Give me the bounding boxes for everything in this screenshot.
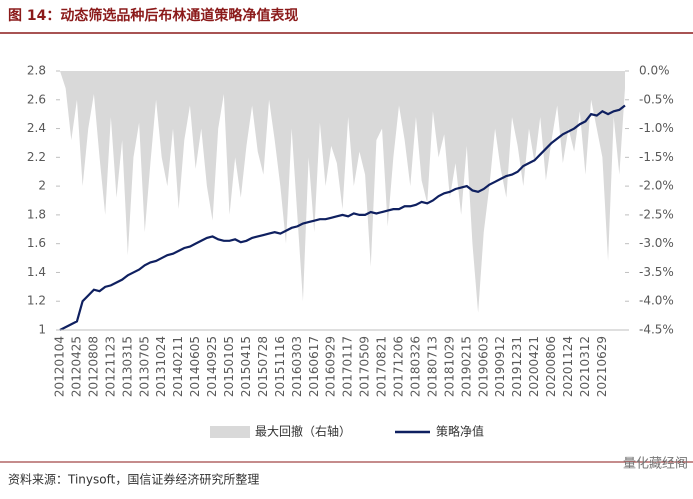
x-tick-label: 20150415 bbox=[239, 336, 253, 397]
x-tick-label: 20151116 bbox=[273, 336, 287, 397]
drawdown-area bbox=[60, 71, 625, 313]
source: 资料来源：Tinysoft，国信证券经济研究所整理 bbox=[8, 472, 259, 487]
x-tick-label: 20140211 bbox=[171, 336, 185, 397]
x-tick-label: 20190215 bbox=[459, 336, 473, 397]
x-tick-label: 20131024 bbox=[154, 336, 168, 397]
y-tick-label: 2.4 bbox=[27, 121, 46, 135]
x-tick-label: 20170117 bbox=[341, 336, 355, 397]
x-tick-label: 20120425 bbox=[69, 336, 83, 397]
legend-swatch bbox=[210, 426, 250, 438]
x-tick-label: 20160617 bbox=[307, 336, 321, 397]
y-tick-label: 2.8 bbox=[27, 64, 46, 78]
x-tick-label: 20210312 bbox=[578, 336, 592, 397]
y2-tick-label: -2.5% bbox=[639, 207, 674, 221]
x-tick-label: 20160929 bbox=[324, 336, 338, 397]
y2-tick-label: -4.0% bbox=[639, 294, 674, 308]
y-tick-label: 1 bbox=[38, 323, 46, 337]
x-tick-label: 20180713 bbox=[425, 336, 439, 397]
x-tick-label: 20120808 bbox=[86, 336, 100, 397]
y-tick-label: 1.8 bbox=[27, 207, 46, 221]
x-tick-label: 20181029 bbox=[442, 336, 456, 397]
x-tick-label: 20140605 bbox=[188, 336, 202, 397]
x-tick-label: 20121123 bbox=[103, 336, 117, 397]
nav-line bbox=[59, 104, 626, 331]
y-tick-label: 2 bbox=[38, 179, 46, 193]
y2-tick-label: 0.0% bbox=[639, 64, 670, 78]
x-tick-label: 20170821 bbox=[375, 336, 389, 397]
y2-tick-label: -3.5% bbox=[639, 265, 674, 279]
watermark: 量化藏经阁 bbox=[623, 457, 688, 472]
x-tick-label: 20171206 bbox=[392, 336, 406, 397]
y-tick-label: 1.2 bbox=[27, 294, 46, 308]
y2-tick-label: -4.5% bbox=[639, 323, 674, 337]
x-tick-label: 20150728 bbox=[256, 336, 270, 397]
x-tick-label: 20210629 bbox=[595, 336, 609, 397]
x-tick-label: 20200421 bbox=[527, 336, 541, 397]
legend-label: 策略净值 bbox=[436, 424, 484, 439]
x-tick-label: 20200806 bbox=[544, 336, 558, 397]
x-tick-label: 20130315 bbox=[120, 336, 134, 397]
y-tick-label: 1.4 bbox=[27, 265, 46, 279]
x-tick-label: 20190912 bbox=[493, 336, 507, 397]
x-tick-label: 20190603 bbox=[476, 336, 490, 397]
x-tick-label: 20130705 bbox=[137, 336, 151, 397]
x-tick-label: 20180326 bbox=[408, 336, 422, 397]
y-tick-label: 2.6 bbox=[27, 92, 46, 106]
x-tick-label: 20201124 bbox=[561, 336, 575, 397]
x-tick-label: 20160303 bbox=[290, 336, 304, 397]
legend-label: 最大回撤（右轴） bbox=[255, 424, 351, 439]
x-tick-label: 20120104 bbox=[53, 336, 67, 397]
x-tick-label: 20191231 bbox=[510, 336, 524, 397]
x-tick-label: 20150105 bbox=[222, 336, 236, 397]
y-tick-label: 1.6 bbox=[27, 236, 46, 250]
y2-tick-label: -3.0% bbox=[639, 236, 674, 250]
y2-tick-label: -2.0% bbox=[639, 179, 674, 193]
x-tick-label: 20140925 bbox=[205, 336, 219, 397]
x-tick-label: 20170509 bbox=[358, 336, 372, 397]
y-tick-label: 2.2 bbox=[27, 150, 46, 164]
chart-title: 图 14：动态筛选品种后布林通道策略净值表现 bbox=[8, 7, 298, 24]
y2-tick-label: -1.5% bbox=[639, 150, 674, 164]
y2-tick-label: -1.0% bbox=[639, 121, 674, 135]
y2-tick-label: -0.5% bbox=[639, 92, 674, 106]
